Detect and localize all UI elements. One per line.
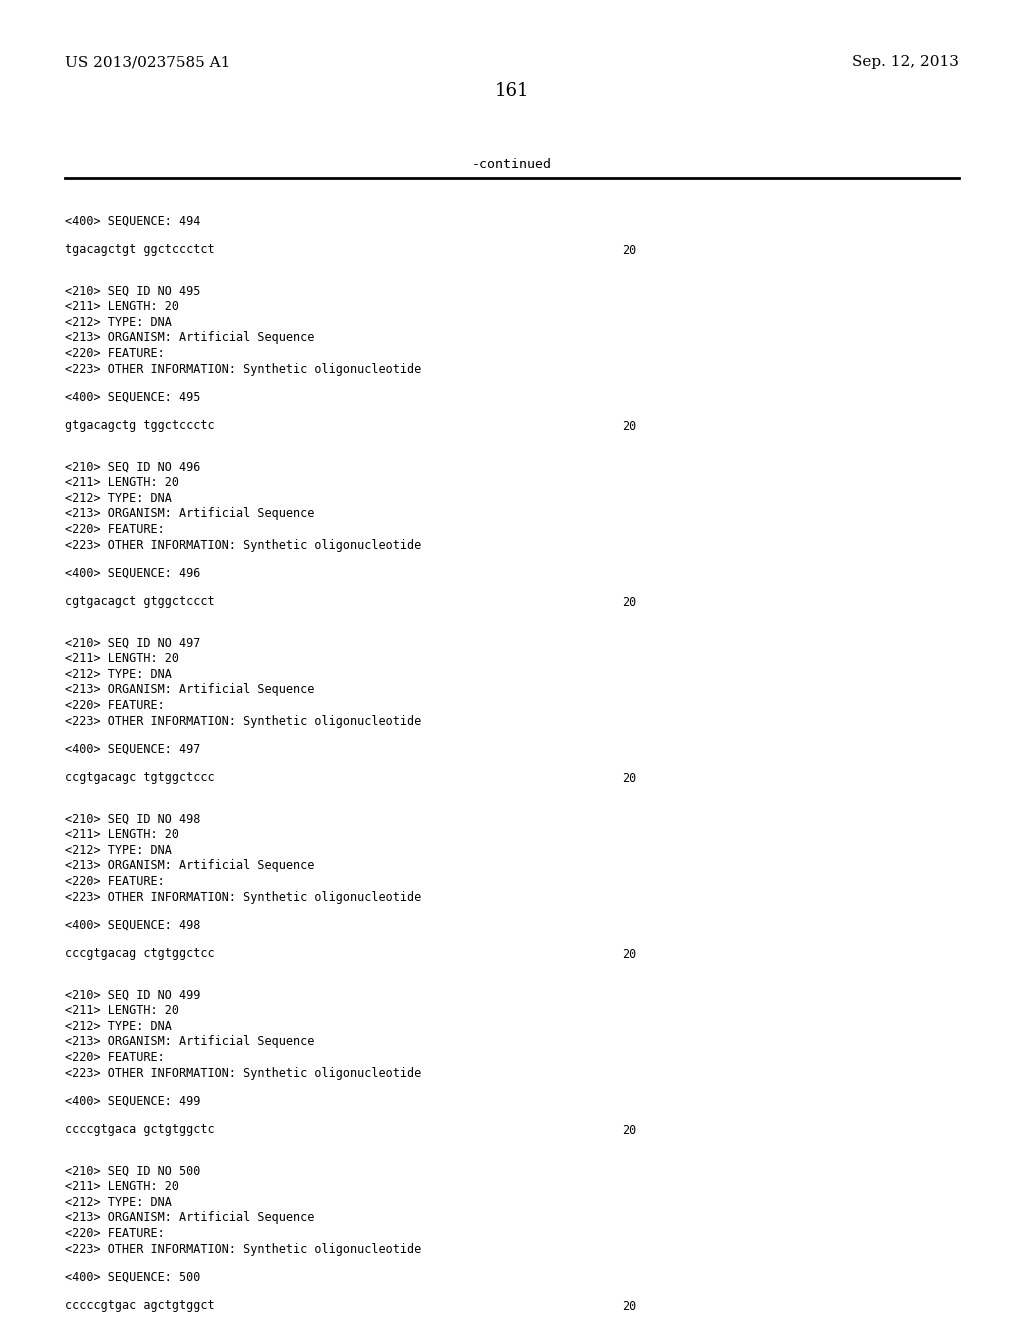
Text: <213> ORGANISM: Artificial Sequence: <213> ORGANISM: Artificial Sequence xyxy=(65,1212,314,1225)
Text: <210> SEQ ID NO 497: <210> SEQ ID NO 497 xyxy=(65,638,201,649)
Text: 20: 20 xyxy=(622,595,636,609)
Text: <213> ORGANISM: Artificial Sequence: <213> ORGANISM: Artificial Sequence xyxy=(65,331,314,345)
Text: <212> TYPE: DNA: <212> TYPE: DNA xyxy=(65,492,172,506)
Text: tgacagctgt ggctccctct: tgacagctgt ggctccctct xyxy=(65,243,215,256)
Text: <211> LENGTH: 20: <211> LENGTH: 20 xyxy=(65,1180,179,1193)
Text: <211> LENGTH: 20: <211> LENGTH: 20 xyxy=(65,652,179,665)
Text: <400> SEQUENCE: 500: <400> SEQUENCE: 500 xyxy=(65,1271,201,1284)
Text: 20: 20 xyxy=(622,420,636,433)
Text: 20: 20 xyxy=(622,1299,636,1312)
Text: gtgacagctg tggctccctc: gtgacagctg tggctccctc xyxy=(65,420,215,433)
Text: US 2013/0237585 A1: US 2013/0237585 A1 xyxy=(65,55,230,69)
Text: <223> OTHER INFORMATION: Synthetic oligonucleotide: <223> OTHER INFORMATION: Synthetic oligo… xyxy=(65,714,421,727)
Text: <223> OTHER INFORMATION: Synthetic oligonucleotide: <223> OTHER INFORMATION: Synthetic oligo… xyxy=(65,1242,421,1255)
Text: Sep. 12, 2013: Sep. 12, 2013 xyxy=(852,55,959,69)
Text: <212> TYPE: DNA: <212> TYPE: DNA xyxy=(65,1020,172,1034)
Text: ccgtgacagc tgtggctccc: ccgtgacagc tgtggctccc xyxy=(65,771,215,784)
Text: <212> TYPE: DNA: <212> TYPE: DNA xyxy=(65,668,172,681)
Text: 20: 20 xyxy=(622,948,636,961)
Text: <223> OTHER INFORMATION: Synthetic oligonucleotide: <223> OTHER INFORMATION: Synthetic oligo… xyxy=(65,891,421,903)
Text: ccccgtgaca gctgtggctc: ccccgtgaca gctgtggctc xyxy=(65,1123,215,1137)
Text: <400> SEQUENCE: 495: <400> SEQUENCE: 495 xyxy=(65,391,201,404)
Text: <223> OTHER INFORMATION: Synthetic oligonucleotide: <223> OTHER INFORMATION: Synthetic oligo… xyxy=(65,1067,421,1080)
Text: <223> OTHER INFORMATION: Synthetic oligonucleotide: <223> OTHER INFORMATION: Synthetic oligo… xyxy=(65,363,421,375)
Text: -continued: -continued xyxy=(472,158,552,172)
Text: <210> SEQ ID NO 499: <210> SEQ ID NO 499 xyxy=(65,989,201,1002)
Text: <400> SEQUENCE: 498: <400> SEQUENCE: 498 xyxy=(65,919,201,932)
Text: <220> FEATURE:: <220> FEATURE: xyxy=(65,1051,165,1064)
Text: <223> OTHER INFORMATION: Synthetic oligonucleotide: <223> OTHER INFORMATION: Synthetic oligo… xyxy=(65,539,421,552)
Text: <400> SEQUENCE: 496: <400> SEQUENCE: 496 xyxy=(65,568,201,579)
Text: <400> SEQUENCE: 494: <400> SEQUENCE: 494 xyxy=(65,215,201,228)
Text: <400> SEQUENCE: 497: <400> SEQUENCE: 497 xyxy=(65,743,201,756)
Text: <211> LENGTH: 20: <211> LENGTH: 20 xyxy=(65,829,179,842)
Text: <220> FEATURE:: <220> FEATURE: xyxy=(65,347,165,360)
Text: <213> ORGANISM: Artificial Sequence: <213> ORGANISM: Artificial Sequence xyxy=(65,507,314,520)
Text: <400> SEQUENCE: 499: <400> SEQUENCE: 499 xyxy=(65,1096,201,1107)
Text: <211> LENGTH: 20: <211> LENGTH: 20 xyxy=(65,301,179,314)
Text: <213> ORGANISM: Artificial Sequence: <213> ORGANISM: Artificial Sequence xyxy=(65,684,314,697)
Text: <220> FEATURE:: <220> FEATURE: xyxy=(65,523,165,536)
Text: 20: 20 xyxy=(622,771,636,784)
Text: <220> FEATURE:: <220> FEATURE: xyxy=(65,875,165,888)
Text: <210> SEQ ID NO 500: <210> SEQ ID NO 500 xyxy=(65,1166,201,1177)
Text: <220> FEATURE:: <220> FEATURE: xyxy=(65,700,165,711)
Text: 20: 20 xyxy=(622,243,636,256)
Text: cccgtgacag ctgtggctcc: cccgtgacag ctgtggctcc xyxy=(65,948,215,961)
Text: <212> TYPE: DNA: <212> TYPE: DNA xyxy=(65,843,172,857)
Text: <211> LENGTH: 20: <211> LENGTH: 20 xyxy=(65,1005,179,1018)
Text: <210> SEQ ID NO 495: <210> SEQ ID NO 495 xyxy=(65,285,201,298)
Text: <213> ORGANISM: Artificial Sequence: <213> ORGANISM: Artificial Sequence xyxy=(65,859,314,873)
Text: <210> SEQ ID NO 498: <210> SEQ ID NO 498 xyxy=(65,813,201,826)
Text: <213> ORGANISM: Artificial Sequence: <213> ORGANISM: Artificial Sequence xyxy=(65,1035,314,1048)
Text: <211> LENGTH: 20: <211> LENGTH: 20 xyxy=(65,477,179,490)
Text: cgtgacagct gtggctccct: cgtgacagct gtggctccct xyxy=(65,595,215,609)
Text: cccccgtgac agctgtggct: cccccgtgac agctgtggct xyxy=(65,1299,215,1312)
Text: 161: 161 xyxy=(495,82,529,100)
Text: <220> FEATURE:: <220> FEATURE: xyxy=(65,1228,165,1239)
Text: <212> TYPE: DNA: <212> TYPE: DNA xyxy=(65,1196,172,1209)
Text: <210> SEQ ID NO 496: <210> SEQ ID NO 496 xyxy=(65,461,201,474)
Text: <212> TYPE: DNA: <212> TYPE: DNA xyxy=(65,315,172,329)
Text: 20: 20 xyxy=(622,1123,636,1137)
